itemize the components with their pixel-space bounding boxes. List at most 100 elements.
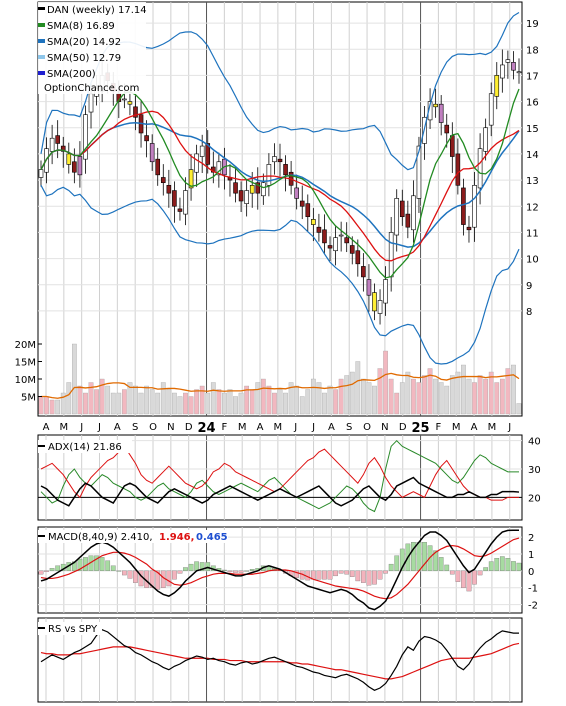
- candle-body: [38, 169, 44, 178]
- macd-histogram-bar: [488, 561, 494, 571]
- macd-histogram-bar: [49, 568, 55, 571]
- volume-bar: [105, 385, 111, 415]
- candle-body: [433, 103, 438, 108]
- macd-histogram-bar: [194, 561, 199, 571]
- volume-bar: [116, 392, 122, 415]
- macd-histogram-bar: [227, 570, 233, 572]
- month-label: A: [471, 422, 478, 433]
- volume-bar: [305, 389, 311, 415]
- macd-histogram-bar: [499, 556, 505, 571]
- price-tick: 16: [526, 98, 539, 109]
- candle-body: [505, 59, 511, 63]
- candle-body: [166, 185, 172, 194]
- volume-bar: [405, 371, 411, 415]
- volume-bar: [438, 382, 444, 415]
- macd-histogram-bar: [177, 570, 183, 574]
- axis-ticks: 891011121314151617181920M15M10M5M4030202…: [15, 19, 541, 611]
- macd-histogram-bar: [294, 570, 300, 578]
- volume-bar: [288, 382, 294, 415]
- macd-histogram-bar: [388, 563, 394, 571]
- volume-bar: [266, 385, 272, 415]
- sma50-line: [40, 110, 520, 262]
- volume-bar: [349, 371, 355, 415]
- sma8-line: [40, 88, 520, 279]
- volume-bar: [338, 378, 344, 415]
- volume-bar: [49, 399, 55, 415]
- candle-body: [372, 292, 377, 312]
- candle-body: [233, 182, 238, 194]
- candle-body: [183, 190, 188, 215]
- macd-histogram-bar: [449, 570, 455, 575]
- volume-bar: [38, 396, 44, 415]
- candle-body: [249, 185, 255, 194]
- volume-bar: [505, 368, 511, 415]
- legend-site: OptionChance.com: [44, 83, 139, 94]
- volume-ma-line: [41, 372, 520, 399]
- month-label: N: [167, 422, 174, 433]
- volume-tick: 5M: [21, 393, 36, 404]
- macd-histogram-bar: [327, 570, 333, 580]
- candle-body: [322, 229, 327, 244]
- macd-histogram-bar: [77, 558, 83, 571]
- volume-bar: [222, 392, 227, 415]
- macd-histogram-bar: [355, 570, 361, 582]
- volume-bar: [477, 375, 483, 415]
- month-label: O: [149, 422, 157, 433]
- macd-tick: 1: [528, 550, 534, 561]
- macd-histogram-bar: [244, 570, 250, 572]
- volume-bar: [194, 389, 199, 415]
- adx-label-group: ADX(14) 21.86: [38, 440, 132, 453]
- candle-body: [60, 145, 66, 152]
- month-label: A: [257, 422, 264, 433]
- candle-body: [488, 93, 494, 126]
- candle-body: [516, 71, 522, 74]
- macd-histogram-bar: [233, 570, 238, 573]
- candle-body: [83, 114, 88, 160]
- volume-bar: [372, 385, 377, 415]
- macd-tick: 0: [528, 567, 534, 578]
- month-label: M: [452, 422, 461, 433]
- macd-histogram-bar: [466, 570, 472, 592]
- candle-body: [383, 279, 388, 304]
- legend-sma20: SMA(20) 14.92: [47, 37, 121, 48]
- volume-bar: [299, 396, 305, 415]
- candle-body: [511, 62, 516, 71]
- candle-body: [388, 232, 394, 278]
- candle-body: [144, 135, 149, 142]
- volume-bar: [488, 371, 494, 415]
- indicator-lines: [38, 11, 522, 691]
- macd-histogram-bar: [122, 570, 127, 576]
- volume-bar: [377, 368, 383, 415]
- candle-body: [361, 266, 366, 278]
- candle-body: [466, 226, 472, 231]
- month-label: J: [311, 422, 315, 433]
- month-label: J: [293, 422, 297, 433]
- volume-bar: [205, 392, 211, 415]
- macd-histogram-bar: [372, 570, 377, 585]
- candle-body: [177, 208, 183, 212]
- price-tick: 12: [526, 202, 539, 213]
- month-label: M: [274, 422, 283, 433]
- candle-body: [333, 237, 338, 252]
- macd-histogram-bar: [377, 570, 383, 580]
- macd-histogram-bar: [99, 557, 105, 571]
- volume-bar: [394, 392, 400, 415]
- month-label: O: [363, 422, 371, 433]
- month-label: A: [328, 422, 335, 433]
- candle-body: [344, 237, 349, 244]
- volume-bar: [44, 396, 49, 415]
- candle-body: [455, 153, 461, 186]
- volume-bar: [183, 392, 188, 415]
- macd-histogram-bar: [199, 562, 205, 571]
- macd-histogram-bar: [422, 542, 427, 571]
- macd-histogram-bar: [116, 570, 122, 572]
- macd-histogram-bar: [361, 570, 366, 583]
- macd-histogram-bar: [333, 570, 338, 577]
- volume-bar: [449, 375, 455, 415]
- volume-tick: 10M: [15, 375, 36, 386]
- macd-histogram-bar: [316, 570, 322, 580]
- candle-body: [283, 164, 288, 176]
- volume-bar: [466, 378, 472, 415]
- month-label: A: [43, 422, 50, 433]
- price-tick: 13: [526, 176, 539, 187]
